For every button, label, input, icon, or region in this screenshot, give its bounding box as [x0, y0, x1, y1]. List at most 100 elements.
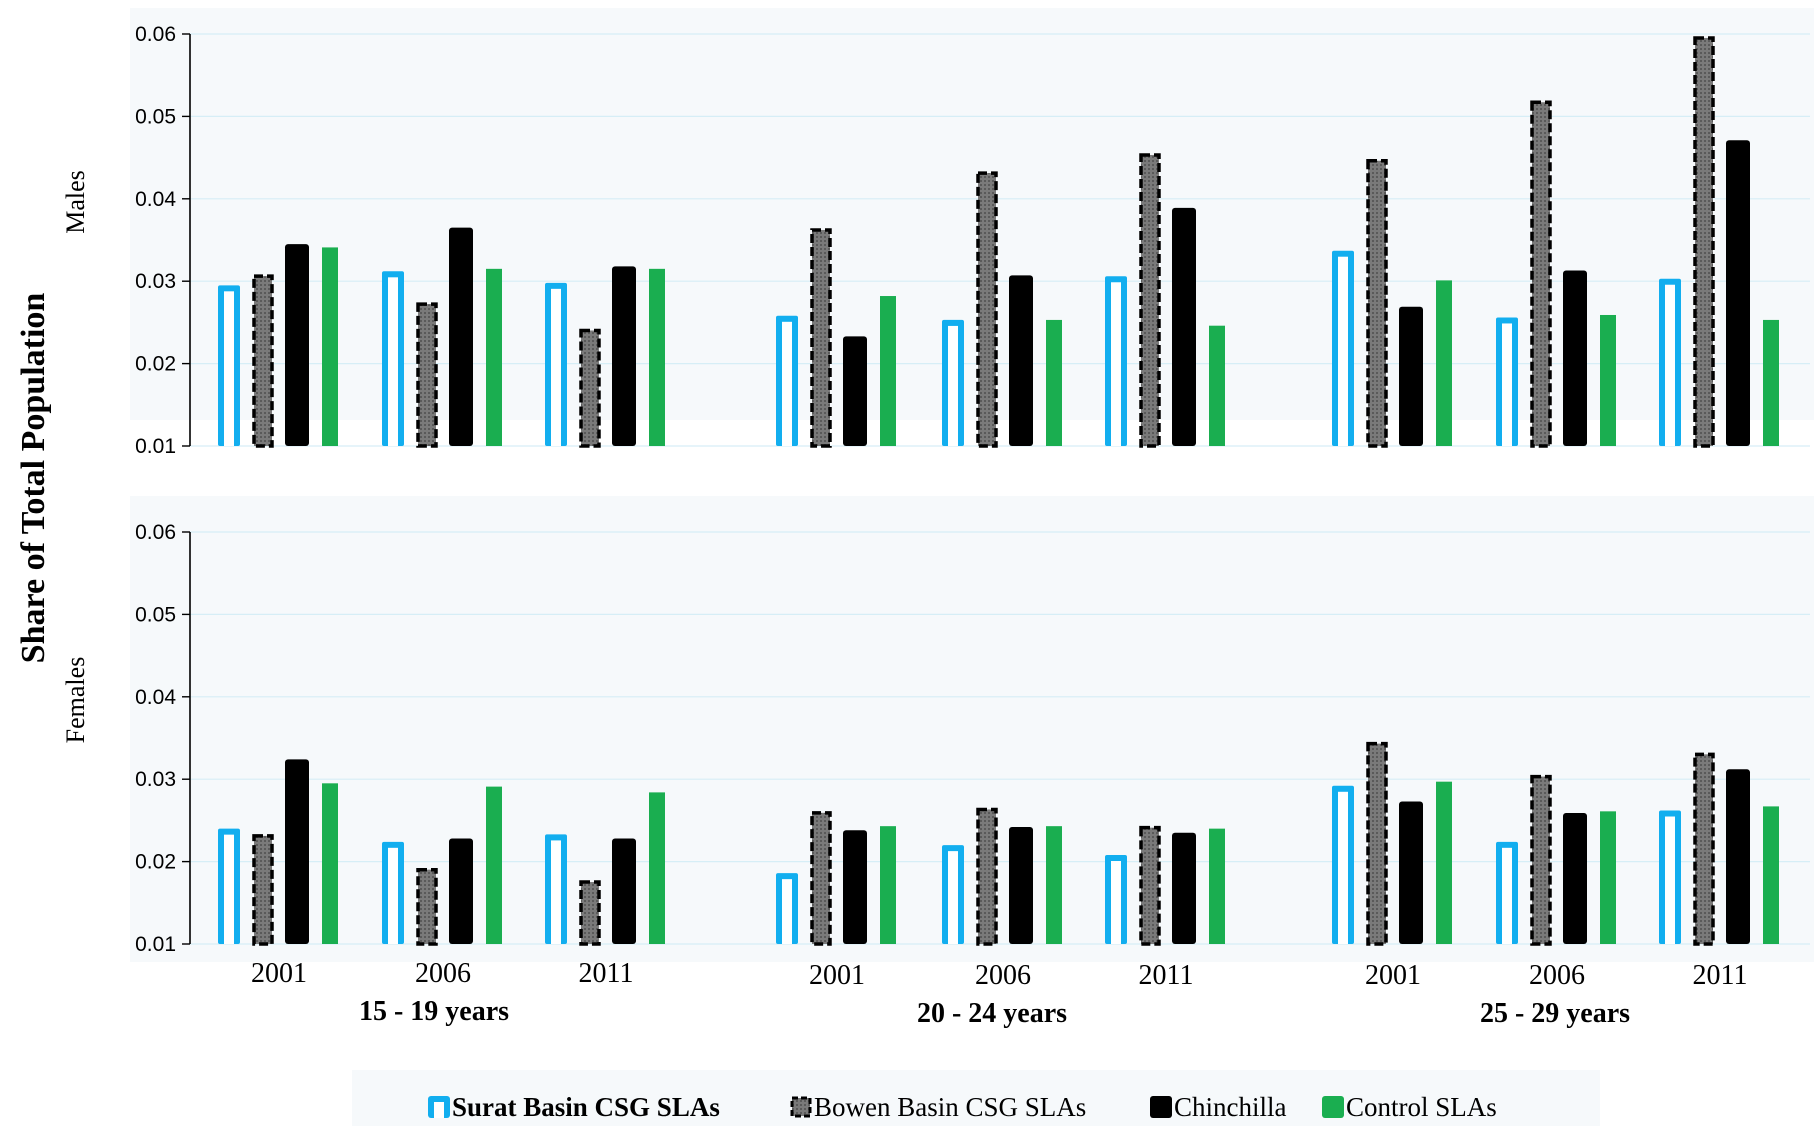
- x-tick-label: 2006: [975, 960, 1031, 991]
- x-tick-label: 2001: [251, 958, 307, 989]
- y-tick-label: 0.01: [135, 435, 176, 458]
- bar-females-surat-basin-csg-slas: [942, 845, 964, 944]
- bar-males-chinchilla: [1172, 207, 1196, 446]
- bar-males-bowen-basin-csg-slas: [579, 328, 601, 448]
- bar-females-bowen-basin-csg-slas: [1530, 774, 1552, 946]
- bar-females-surat-basin-csg-slas: [218, 828, 240, 944]
- bar-females-control-slas: [649, 792, 665, 944]
- bar-females-bowen-basin-csg-slas: [1366, 741, 1388, 946]
- panel-label-females: Females: [61, 657, 90, 744]
- bar-females-chinchilla: [285, 759, 309, 944]
- bar-males-control-slas: [649, 268, 665, 446]
- x-tick-label: 2011: [1139, 960, 1194, 991]
- legend-swatch: [1150, 1096, 1172, 1118]
- legend-label: Surat Basin CSG SLAs: [452, 1092, 720, 1122]
- panel-females: 0.01 0.02 0.03 0.04 0.05 0.06: [130, 496, 1814, 962]
- bar-males-surat-basin-csg-slas: [1659, 278, 1681, 446]
- bar-females-control-slas: [486, 786, 502, 944]
- bar-males-surat-basin-csg-slas: [218, 285, 240, 446]
- bar-females-control-slas: [1763, 806, 1779, 944]
- bar-males-bowen-basin-csg-slas: [1139, 153, 1161, 448]
- bar-males-control-slas: [1763, 319, 1779, 446]
- bar-females-control-slas: [880, 826, 896, 944]
- legend-item-bowen-basin-csg-slas: Bowen Basin CSG SLAs: [790, 1092, 1086, 1122]
- bar-females-control-slas: [1209, 828, 1225, 944]
- x-group-label: 15 - 19 years: [359, 996, 509, 1027]
- bar-females-bowen-basin-csg-slas: [416, 867, 438, 946]
- x-tick-label: 2001: [1365, 960, 1421, 991]
- bar-females-chinchilla: [843, 830, 867, 944]
- bar-males-chinchilla: [843, 336, 867, 446]
- bar-inner: [1665, 284, 1675, 446]
- bar-males-control-slas: [880, 296, 896, 446]
- bar-males-bowen-basin-csg-slas: [252, 274, 274, 448]
- bar-inner: [224, 834, 234, 944]
- x-tick-label: 2001: [809, 960, 865, 991]
- bar-females-control-slas: [1046, 826, 1062, 944]
- bar-females-bowen-basin-csg-slas: [579, 880, 601, 946]
- bar-males-surat-basin-csg-slas: [942, 319, 964, 446]
- bar-males-bowen-basin-csg-slas: [1366, 158, 1388, 448]
- bar-females-bowen-basin-csg-slas: [976, 807, 998, 946]
- bar-females-control-slas: [1436, 781, 1452, 944]
- y-tick-label: 0.02: [135, 851, 176, 874]
- bar-males-bowen-basin-csg-slas: [1693, 36, 1715, 448]
- bar-females-chinchilla: [1726, 769, 1750, 944]
- legend-item-chinchilla: Chinchilla: [1150, 1092, 1286, 1122]
- bar-males-bowen-basin-csg-slas: [810, 228, 832, 448]
- bar-inner: [948, 325, 958, 446]
- bar-females-control-slas: [1600, 811, 1616, 944]
- legend-swatch: [790, 1096, 812, 1118]
- x-tick-label: 2006: [415, 958, 471, 989]
- y-tick-label: 0.06: [135, 521, 176, 544]
- bar-females-surat-basin-csg-slas: [1496, 841, 1518, 944]
- bar-males-surat-basin-csg-slas: [776, 315, 798, 446]
- bar-males-chinchilla: [285, 244, 309, 446]
- panel-label-males: Males: [61, 170, 90, 234]
- bar-females-surat-basin-csg-slas: [1659, 810, 1681, 944]
- legend-background: [352, 1070, 1600, 1126]
- bar-inner: [782, 321, 792, 446]
- panel-males: 0.01 0.02 0.03 0.04 0.05 0.06: [130, 8, 1814, 458]
- bar-females-chinchilla: [1009, 826, 1033, 944]
- bar-males-surat-basin-csg-slas: [1332, 250, 1354, 446]
- bar-inner: [1111, 861, 1121, 944]
- bar-males-bowen-basin-csg-slas: [976, 171, 998, 448]
- x-tick-label: 2011: [1693, 960, 1748, 991]
- bar-inner: [1111, 282, 1121, 446]
- bar-males-surat-basin-csg-slas: [545, 282, 567, 446]
- bar-males-surat-basin-csg-slas: [1496, 317, 1518, 446]
- y-tick-label: 0.04: [135, 188, 176, 211]
- bar-males-surat-basin-csg-slas: [382, 271, 404, 446]
- legend-label: Bowen Basin CSG SLAs: [814, 1092, 1086, 1122]
- legend-item-control-slas: Control SLAs: [1322, 1092, 1497, 1122]
- legend-swatch-inner: [434, 1102, 444, 1118]
- bar-males-chinchilla: [612, 266, 636, 446]
- y-tick-label: 0.01: [135, 933, 176, 956]
- bar-males-bowen-basin-csg-slas: [1530, 100, 1552, 448]
- bar-inner: [948, 851, 958, 944]
- bar-females-chinchilla: [1563, 812, 1587, 944]
- bar-females-surat-basin-csg-slas: [776, 873, 798, 944]
- y-tick-label: 0.02: [135, 353, 176, 376]
- legend-swatch: [1322, 1096, 1344, 1118]
- y-tick-label: 0.04: [135, 686, 176, 709]
- y-tick-label: 0.06: [135, 23, 176, 46]
- bar-inner: [782, 879, 792, 944]
- bar-females-chinchilla: [612, 838, 636, 944]
- bar-females-control-slas: [322, 783, 338, 944]
- bar-inner: [551, 288, 561, 446]
- x-group-label: 25 - 29 years: [1480, 998, 1630, 1029]
- y-tick-label: 0.03: [135, 270, 176, 293]
- bar-females-surat-basin-csg-slas: [382, 841, 404, 944]
- bar-inner: [224, 291, 234, 446]
- legend-label: Control SLAs: [1346, 1092, 1497, 1122]
- bar-inner: [551, 840, 561, 944]
- y-tick-label: 0.05: [135, 603, 176, 626]
- y-tick-label: 0.03: [135, 768, 176, 791]
- bar-females-chinchilla: [1399, 801, 1423, 944]
- bar-females-bowen-basin-csg-slas: [1139, 825, 1161, 946]
- bar-females-surat-basin-csg-slas: [1105, 855, 1127, 944]
- bar-females-chinchilla: [1172, 832, 1196, 944]
